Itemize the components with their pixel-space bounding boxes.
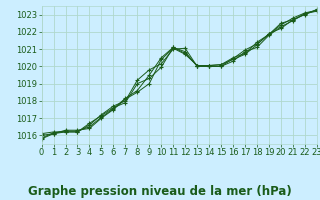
Text: Graphe pression niveau de la mer (hPa): Graphe pression niveau de la mer (hPa) <box>28 186 292 198</box>
